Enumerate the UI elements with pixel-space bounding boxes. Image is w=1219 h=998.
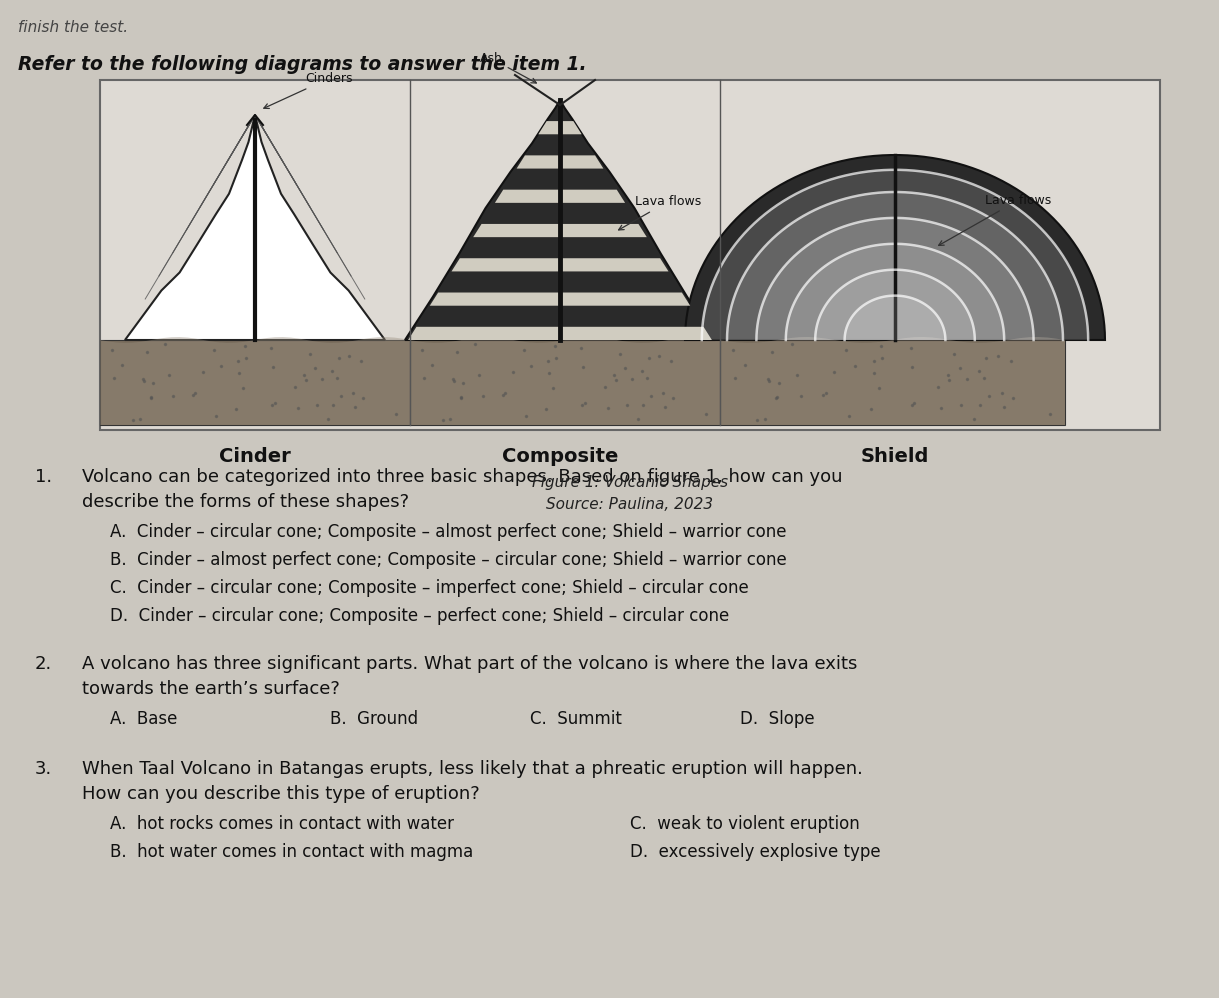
Bar	[100, 340, 410, 425]
Polygon shape	[816, 269, 975, 340]
Text: Cinders: Cinders	[263, 72, 352, 109]
Polygon shape	[430, 292, 690, 305]
Text: D.  Slope: D. Slope	[740, 710, 814, 728]
Text: When Taal Volcano in Batangas erupts, less likely that a phreatic eruption will : When Taal Volcano in Batangas erupts, le…	[82, 760, 863, 778]
Text: A volcano has three significant parts. What part of the volcano is where the lav: A volcano has three significant parts. W…	[82, 655, 857, 673]
Polygon shape	[473, 224, 647, 238]
Text: B.  Ground: B. Ground	[330, 710, 418, 728]
Text: Shield: Shield	[861, 447, 929, 466]
Polygon shape	[495, 190, 625, 203]
Text: A.  hot rocks comes in contact with water: A. hot rocks comes in contact with water	[110, 815, 453, 833]
Text: Lava flows: Lava flows	[618, 195, 701, 230]
Text: Refer to the following diagrams to answer the item 1.: Refer to the following diagrams to answe…	[18, 55, 586, 74]
Text: B.  hot water comes in contact with magma: B. hot water comes in contact with magma	[110, 843, 473, 861]
Polygon shape	[539, 121, 581, 135]
Polygon shape	[845, 295, 946, 340]
Text: A.  Base: A. Base	[110, 710, 178, 728]
Polygon shape	[451, 258, 668, 271]
Polygon shape	[517, 156, 603, 169]
Text: Figure 1: Volcanic Shapes: Figure 1: Volcanic Shapes	[531, 475, 728, 490]
Bar	[100, 80, 1160, 430]
Text: D.  Cinder – circular cone; Composite – perfect cone; Shield – circular cone: D. Cinder – circular cone; Composite – p…	[110, 607, 729, 625]
Text: How can you describe this type of eruption?: How can you describe this type of erupti…	[82, 785, 480, 803]
Text: C.  Summit: C. Summit	[530, 710, 622, 728]
Text: finish the test.: finish the test.	[18, 20, 128, 35]
Bar	[410, 340, 720, 425]
Bar	[720, 340, 1065, 425]
Polygon shape	[757, 218, 1034, 340]
Text: Cinder: Cinder	[219, 447, 291, 466]
Polygon shape	[685, 155, 1104, 340]
Polygon shape	[786, 244, 1004, 340]
Text: Source: Paulina, 2023: Source: Paulina, 2023	[546, 497, 713, 512]
Text: towards the earth’s surface?: towards the earth’s surface?	[82, 680, 340, 698]
Text: Volcano can be categorized into three basic shapes. Based on figure 1, how can y: Volcano can be categorized into three ba…	[82, 468, 842, 486]
Text: Lava flows: Lava flows	[939, 194, 1051, 246]
Polygon shape	[702, 170, 1089, 340]
Text: 2.: 2.	[35, 655, 52, 673]
Polygon shape	[408, 326, 712, 340]
Text: Ash: Ash	[480, 52, 536, 83]
Text: describe the forms of these shapes?: describe the forms of these shapes?	[82, 493, 410, 511]
Text: 1.: 1.	[35, 468, 52, 486]
Text: D.  excessively explosive type: D. excessively explosive type	[630, 843, 880, 861]
Polygon shape	[727, 192, 1063, 340]
Text: C.  weak to violent eruption: C. weak to violent eruption	[630, 815, 859, 833]
Text: 3.: 3.	[35, 760, 52, 778]
Text: C.  Cinder – circular cone; Composite – imperfect cone; Shield – circular cone: C. Cinder – circular cone; Composite – i…	[110, 579, 748, 597]
Polygon shape	[126, 115, 385, 340]
Polygon shape	[405, 100, 716, 340]
Text: A.  Cinder – circular cone; Composite – almost perfect cone; Shield – warrior co: A. Cinder – circular cone; Composite – a…	[110, 523, 786, 541]
Text: Composite: Composite	[502, 447, 618, 466]
Text: B.  Cinder – almost perfect cone; Composite – circular cone; Shield – warrior co: B. Cinder – almost perfect cone; Composi…	[110, 551, 786, 569]
